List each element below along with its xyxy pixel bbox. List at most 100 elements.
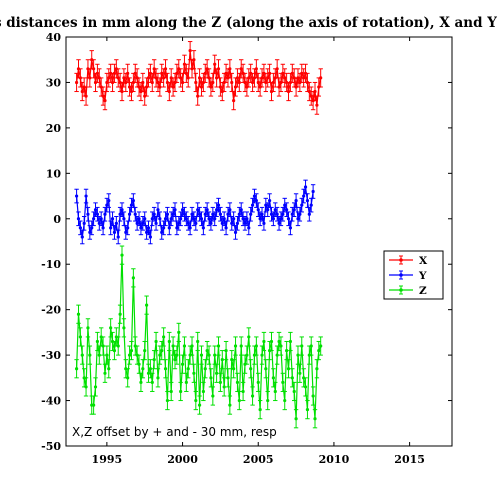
series-line	[76, 255, 322, 419]
data-point	[179, 217, 183, 221]
legend-label-z: Z	[419, 285, 427, 297]
data-point	[201, 226, 205, 230]
data-point	[99, 217, 103, 221]
data-point	[296, 353, 300, 357]
data-point	[279, 217, 283, 221]
data-point	[103, 99, 107, 103]
data-point	[228, 403, 232, 407]
data-point	[173, 358, 177, 362]
series-y	[74, 179, 316, 245]
data-point	[165, 398, 170, 403]
data-point	[82, 221, 86, 225]
data-point	[92, 67, 96, 71]
data-point	[199, 85, 204, 89]
data-point	[160, 71, 164, 75]
data-point	[182, 344, 187, 348]
data-point	[315, 103, 319, 107]
data-point	[249, 367, 253, 371]
data-point	[146, 371, 151, 375]
data-point	[247, 76, 251, 80]
data-point	[158, 85, 162, 89]
data-point	[133, 212, 137, 216]
data-point	[232, 99, 236, 103]
data-point	[95, 339, 100, 344]
data-point	[213, 217, 217, 221]
data-point	[311, 394, 315, 398]
data-point	[207, 353, 211, 357]
data-point	[90, 226, 94, 230]
data-point	[275, 353, 279, 357]
data-point	[163, 367, 168, 371]
data-point	[158, 217, 162, 221]
data-point	[103, 371, 107, 375]
data-point	[313, 417, 317, 421]
data-point	[163, 217, 168, 221]
data-point	[167, 89, 171, 94]
data-point	[283, 398, 287, 403]
data-point	[298, 212, 302, 216]
y-tick-label: -40	[41, 395, 61, 408]
data-point	[235, 221, 240, 225]
legend-label-x: X	[419, 255, 428, 267]
data-point	[74, 367, 79, 371]
data-point	[150, 380, 154, 384]
data-point	[209, 85, 213, 89]
data-point	[281, 380, 285, 384]
data-point	[256, 80, 260, 85]
data-point	[199, 217, 204, 221]
data-point	[192, 217, 196, 221]
y-tick-label: -30	[41, 349, 61, 362]
x-tick-label: 2000	[167, 453, 198, 466]
y-tick-label: -20	[41, 304, 61, 317]
data-point	[93, 208, 98, 212]
data-point	[116, 344, 120, 348]
data-point	[215, 371, 219, 375]
data-point	[249, 212, 253, 216]
data-point	[218, 85, 222, 89]
data-point	[139, 226, 143, 230]
data-point	[241, 217, 245, 221]
data-point	[101, 94, 105, 98]
data-point	[285, 348, 289, 353]
data-point	[120, 89, 124, 94]
data-point	[196, 94, 200, 98]
data-point	[177, 330, 181, 334]
data-point	[175, 71, 179, 75]
data-point	[80, 235, 84, 239]
data-point	[143, 348, 147, 353]
data-point	[131, 199, 135, 203]
y-tick-label: 30	[46, 76, 62, 89]
legend-swatch-marker	[399, 258, 403, 262]
data-point	[84, 385, 88, 389]
data-point	[241, 389, 245, 394]
data-point	[137, 217, 141, 221]
data-point	[211, 212, 215, 216]
data-point	[74, 194, 79, 198]
legend: XYZ	[383, 250, 444, 300]
data-point	[207, 217, 211, 221]
data-point	[180, 80, 185, 85]
data-point	[133, 71, 137, 75]
data-point	[286, 367, 291, 371]
data-point	[222, 217, 226, 221]
data-point	[141, 367, 145, 371]
data-point	[101, 344, 105, 348]
data-point	[129, 203, 134, 207]
data-point	[197, 403, 202, 407]
data-point	[84, 194, 88, 198]
data-point	[213, 62, 217, 66]
data-point	[173, 208, 177, 212]
data-point	[211, 394, 215, 398]
data-point	[143, 217, 147, 221]
data-point	[78, 226, 82, 230]
data-point	[267, 199, 272, 203]
data-point	[148, 235, 152, 239]
data-point	[256, 208, 260, 212]
data-point	[267, 71, 272, 75]
data-point	[203, 367, 207, 371]
data-point	[107, 199, 111, 203]
data-point	[209, 376, 213, 380]
data-point	[269, 339, 274, 344]
data-point	[109, 326, 113, 330]
